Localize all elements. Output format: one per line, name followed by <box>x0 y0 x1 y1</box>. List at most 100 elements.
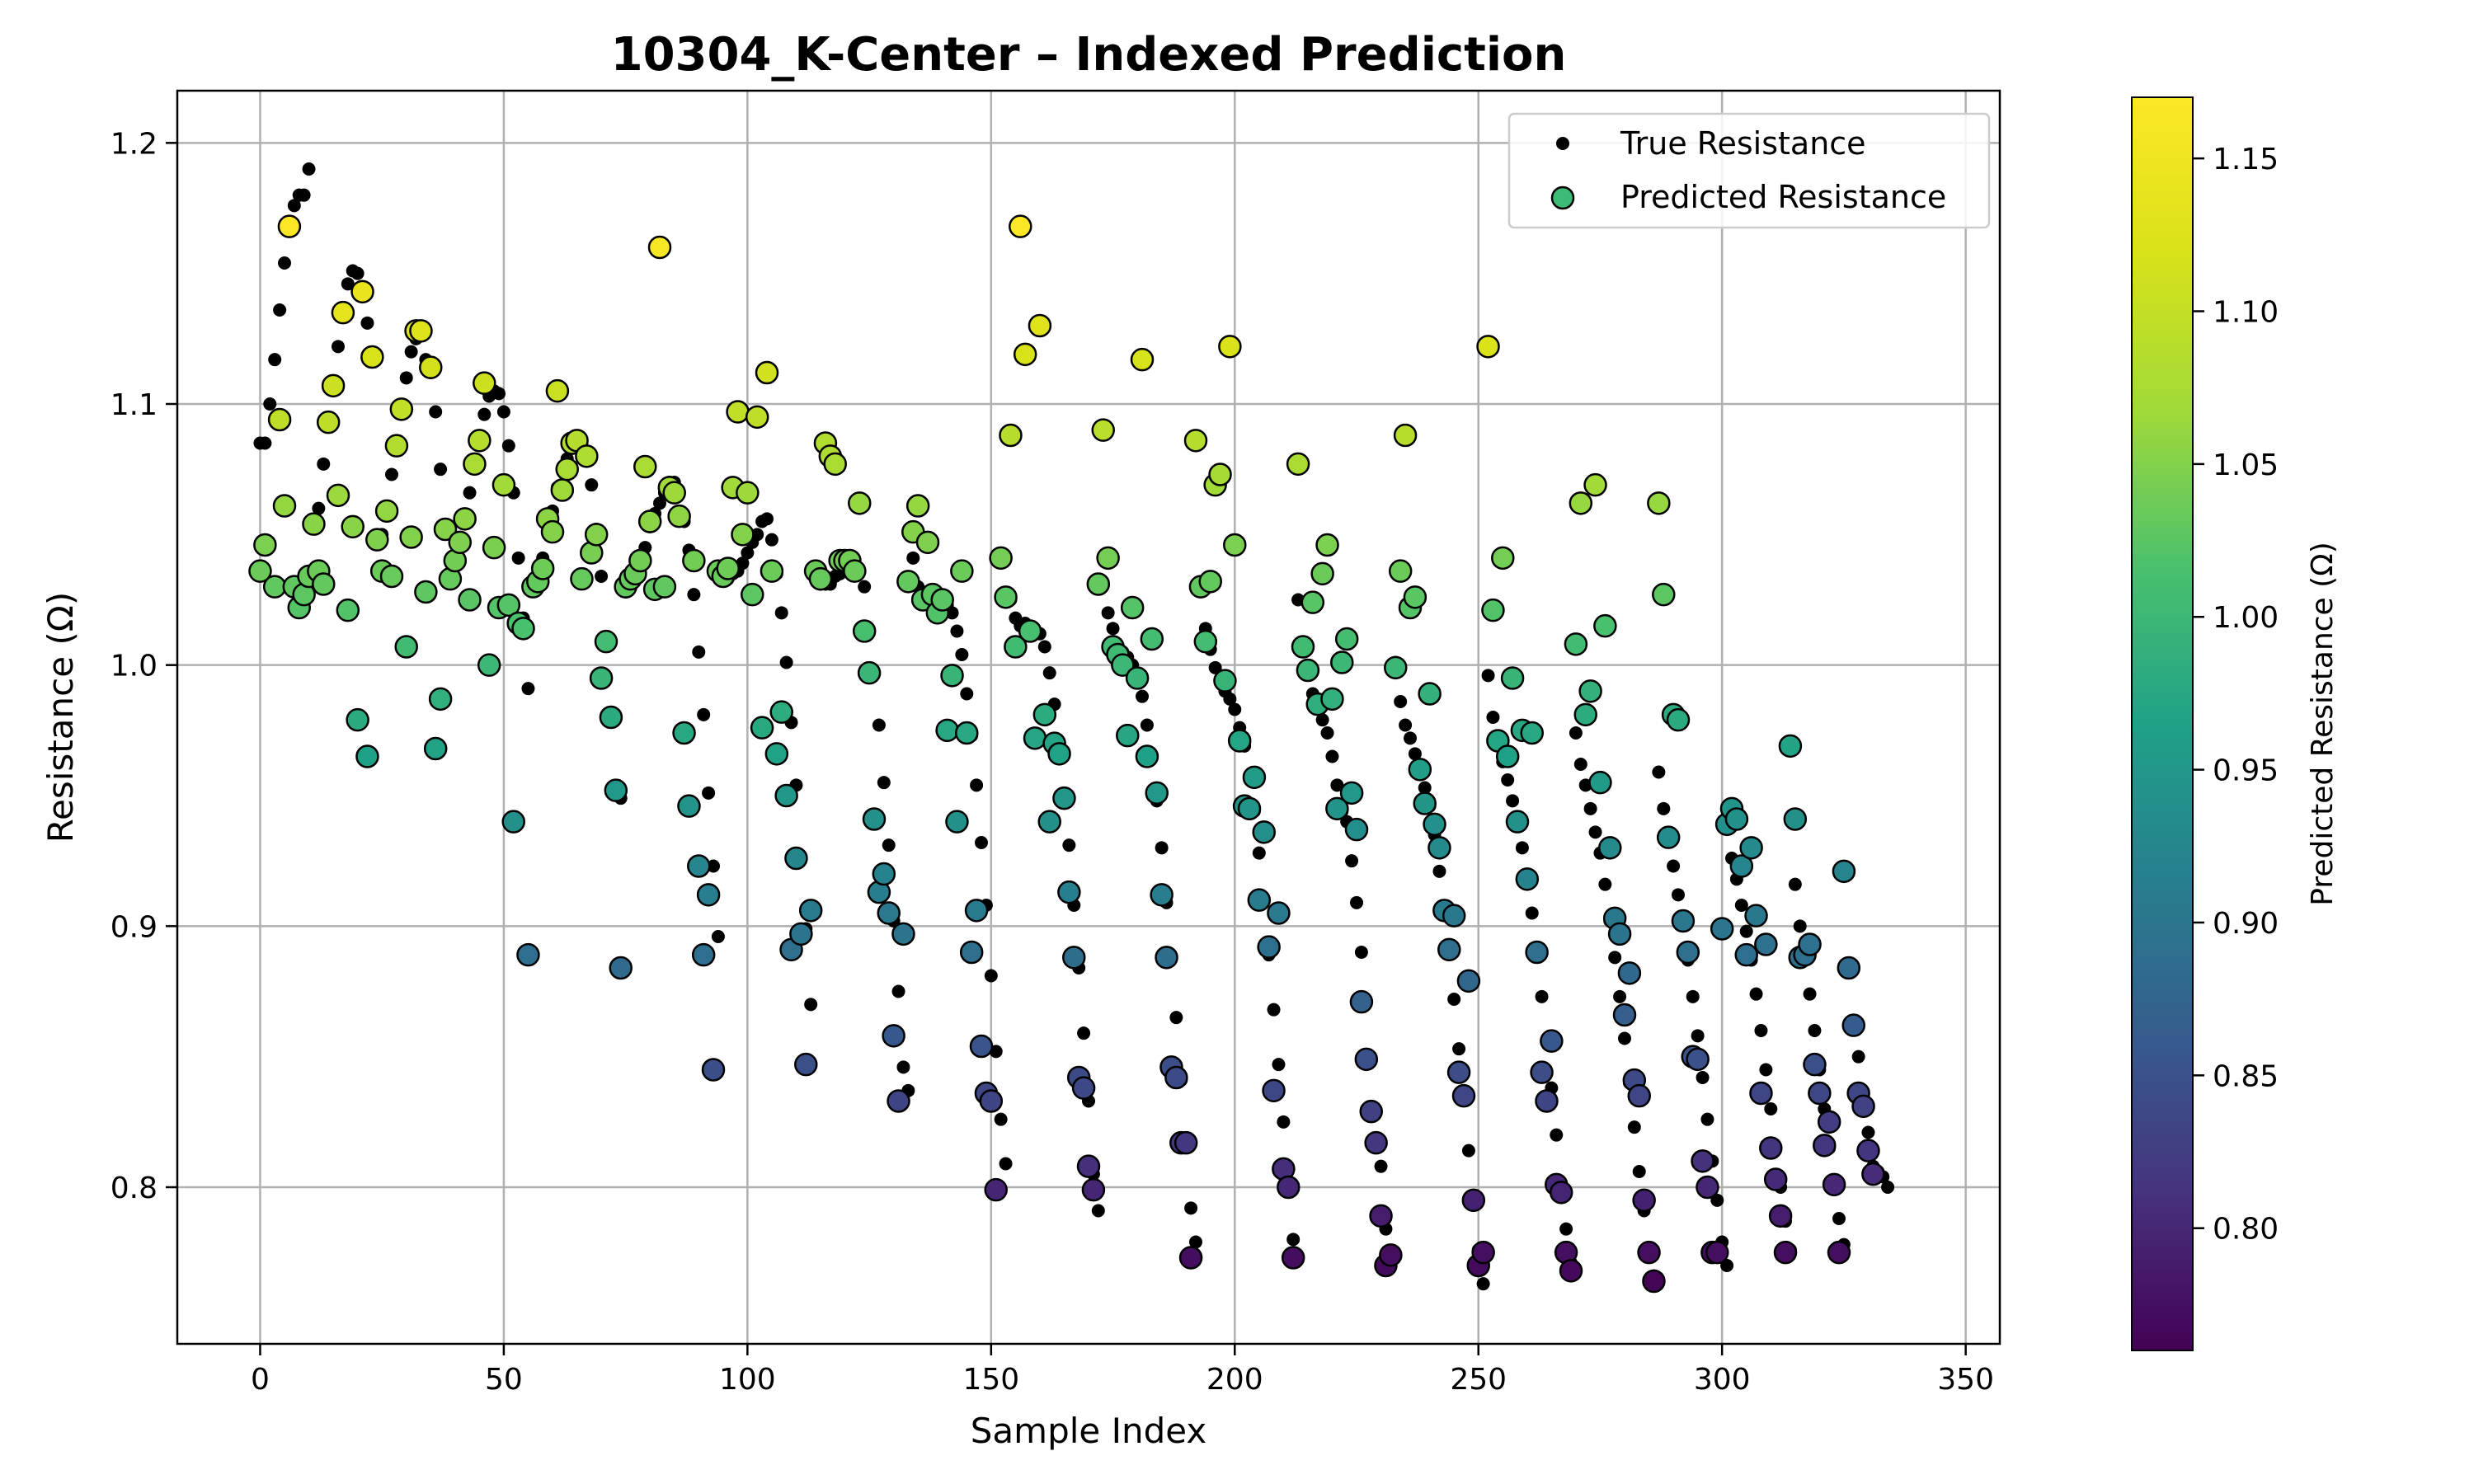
true-point <box>1535 989 1549 1003</box>
predicted-point <box>1763 1167 1788 1191</box>
true-point <box>1394 695 1408 708</box>
predicted-point <box>1052 786 1076 810</box>
legend-marker-true <box>1556 137 1569 150</box>
true-point <box>434 463 448 477</box>
predicted-point <box>1076 1154 1101 1178</box>
predicted-point <box>1461 1188 1486 1213</box>
predicted-point <box>555 457 579 481</box>
predicted-point <box>1813 1134 1837 1158</box>
predicted-point <box>667 504 691 528</box>
predicted-point <box>984 1177 1008 1202</box>
predicted-point <box>1617 961 1642 985</box>
predicted-point <box>964 899 989 923</box>
predicted-point <box>1598 836 1622 860</box>
predicted-point <box>1130 347 1155 372</box>
predicted-point <box>1803 1052 1827 1077</box>
predicted-point <box>1768 1204 1793 1228</box>
predicted-point <box>662 481 686 505</box>
x-tick-label: 200 <box>1206 1363 1263 1397</box>
predicted-point <box>1471 1240 1495 1265</box>
predicted-point <box>915 530 940 555</box>
predicted-point <box>1827 1240 1851 1265</box>
predicted-point <box>1559 1259 1583 1283</box>
predicted-point <box>1841 1013 1865 1037</box>
predicted-point <box>823 452 847 477</box>
predicted-point <box>530 556 555 580</box>
predicted-point <box>1754 932 1778 956</box>
true-point <box>501 439 515 453</box>
predicted-point <box>1364 1130 1388 1155</box>
predicted-point <box>384 434 409 458</box>
predicted-point <box>1505 810 1530 834</box>
predicted-point <box>409 319 433 343</box>
true-point <box>492 387 506 401</box>
predicted-point <box>1525 940 1549 965</box>
predicted-point <box>1705 1240 1729 1265</box>
true-point <box>1476 1277 1490 1291</box>
predicted-point <box>891 922 915 946</box>
predicted-point <box>1642 1269 1666 1294</box>
predicted-point <box>1530 1060 1554 1084</box>
predicted-point <box>1193 629 1218 654</box>
predicted-point <box>945 810 969 834</box>
predicted-point <box>316 410 341 434</box>
true-point <box>999 1157 1013 1171</box>
true-point <box>1672 888 1685 902</box>
predicted-point <box>492 472 516 497</box>
true-point <box>585 478 599 492</box>
predicted-point <box>341 514 365 539</box>
legend-label-predicted: Predicted Resistance <box>1620 179 1946 215</box>
legend-label-true: True Resistance <box>1620 125 1866 162</box>
predicted-point <box>1778 734 1803 758</box>
predicted-point <box>262 575 287 599</box>
x-axis-ticks: 0 50 100 150 200 250 300 350 <box>251 1344 1994 1397</box>
true-point <box>1700 1112 1714 1126</box>
predicted-point <box>1213 669 1237 693</box>
predicted-point <box>784 846 808 871</box>
predicted-point <box>1086 572 1111 596</box>
true-point <box>1447 993 1461 1006</box>
true-point <box>1315 713 1329 727</box>
colorbar: 0.80 0.85 0.90 0.95 1.00 1.05 1.10 1.15 Predict… <box>2131 96 2340 1351</box>
true-point <box>1091 1204 1105 1218</box>
true-point <box>1652 765 1666 779</box>
predicted-point <box>1300 590 1325 614</box>
predicted-point <box>1116 723 1140 748</box>
true-point <box>1754 1024 1768 1037</box>
predicted-point <box>1696 1175 1719 1200</box>
predicted-point <box>760 559 784 583</box>
predicted-point <box>637 510 662 533</box>
true-point <box>1486 711 1500 724</box>
predicted-point <box>394 635 418 659</box>
predicted-point <box>1071 1076 1096 1100</box>
predicted-point <box>691 942 716 967</box>
true-point <box>1399 718 1413 732</box>
predicted-point <box>1379 1243 1403 1267</box>
predicted-point <box>1437 937 1461 962</box>
true-point <box>1286 1233 1300 1247</box>
predicted-point <box>360 345 384 369</box>
predicted-point <box>1798 932 1822 956</box>
predicted-point <box>1569 491 1593 515</box>
predicted-point <box>331 300 355 325</box>
true-point <box>1734 899 1748 912</box>
predicted-point <box>1583 472 1607 497</box>
true-point <box>1686 989 1700 1003</box>
true-point <box>1169 1011 1183 1025</box>
predicted-point <box>336 598 360 622</box>
x-tick-label: 350 <box>1937 1363 1994 1397</box>
predicted-point <box>731 523 755 547</box>
predicted-point <box>1851 1094 1875 1119</box>
predicted-point <box>1861 1162 1885 1186</box>
chart-title: 10304_K-Center – Indexed Prediction <box>611 28 1567 82</box>
true-point <box>278 256 291 270</box>
true-point <box>1506 794 1520 808</box>
predicted-point <box>843 559 867 583</box>
predicted-point <box>267 407 292 432</box>
true-point <box>975 836 988 849</box>
predicted-point <box>482 535 506 560</box>
predicted-point <box>1242 765 1267 790</box>
true-point <box>711 930 725 943</box>
predicted-point <box>346 707 369 732</box>
predicted-point <box>1627 1083 1651 1108</box>
